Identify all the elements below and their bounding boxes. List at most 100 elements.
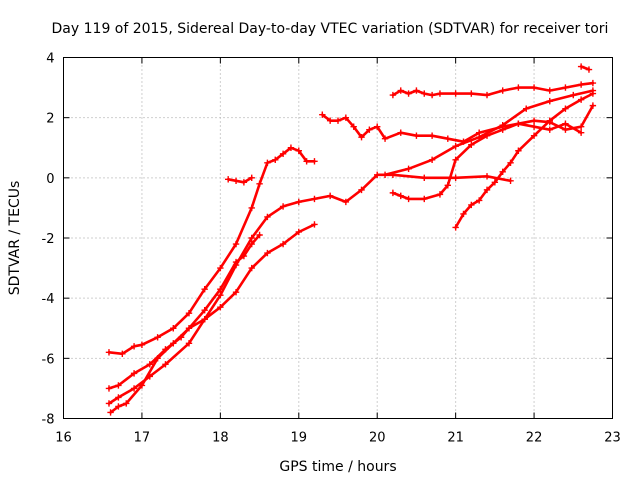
data-point bbox=[366, 126, 373, 133]
data-point bbox=[577, 63, 585, 70]
data-point bbox=[185, 340, 193, 347]
data-point bbox=[154, 355, 161, 362]
data-point bbox=[562, 120, 569, 127]
data-point bbox=[264, 213, 271, 221]
series-line bbox=[107, 173, 512, 405]
data-point bbox=[530, 117, 538, 124]
data-point bbox=[499, 168, 506, 176]
data-point bbox=[105, 400, 113, 407]
data-point bbox=[374, 171, 381, 179]
grid bbox=[63, 57, 613, 419]
data-point bbox=[397, 87, 404, 94]
data-point bbox=[452, 156, 459, 163]
data-point bbox=[162, 361, 169, 368]
data-point bbox=[279, 150, 287, 157]
data-point bbox=[444, 182, 451, 189]
data-point bbox=[507, 177, 514, 185]
data-point bbox=[287, 144, 295, 151]
data-point bbox=[119, 350, 126, 358]
data-point bbox=[217, 291, 224, 299]
data-point bbox=[421, 174, 428, 182]
data-point bbox=[507, 159, 514, 166]
data-point bbox=[585, 66, 593, 73]
data-point bbox=[491, 179, 499, 186]
data-point bbox=[468, 141, 475, 148]
data-point bbox=[397, 129, 404, 136]
data-point bbox=[515, 84, 522, 91]
data-point bbox=[436, 191, 444, 198]
y-tick-label: 2 bbox=[46, 112, 54, 127]
series-line bbox=[109, 223, 316, 414]
data-point bbox=[123, 400, 130, 407]
data-point bbox=[295, 228, 302, 236]
data-point bbox=[248, 174, 255, 182]
data-point bbox=[452, 224, 459, 231]
data-point bbox=[523, 105, 530, 112]
data-point bbox=[326, 117, 334, 124]
data-point bbox=[413, 132, 420, 139]
data-point bbox=[154, 334, 161, 341]
data-point bbox=[232, 240, 240, 248]
data-point bbox=[295, 147, 302, 154]
data-point bbox=[256, 180, 263, 188]
x-tick-label: 21 bbox=[447, 431, 464, 446]
data-point bbox=[303, 158, 310, 165]
data-point bbox=[146, 361, 153, 368]
data-point bbox=[452, 143, 459, 150]
data-point bbox=[515, 147, 522, 154]
data-point bbox=[589, 90, 597, 97]
data-point bbox=[570, 91, 577, 99]
data-point bbox=[421, 90, 428, 97]
data-point bbox=[225, 176, 232, 183]
data-point bbox=[138, 341, 146, 348]
series-track-b bbox=[105, 231, 263, 392]
x-tick-label: 17 bbox=[134, 431, 151, 446]
data-point bbox=[170, 340, 177, 347]
data-point bbox=[248, 204, 255, 212]
y-tick-label: 0 bbox=[46, 172, 54, 187]
data-point bbox=[483, 173, 491, 180]
data-point bbox=[170, 325, 177, 332]
series-track-f bbox=[319, 111, 585, 145]
series-track-c bbox=[105, 171, 514, 407]
series-track-h bbox=[389, 102, 597, 203]
data-point bbox=[530, 123, 538, 130]
series-track-i bbox=[381, 87, 597, 179]
data-point bbox=[452, 90, 459, 97]
axes: 16 17 18 19 20 21 22 23 -8 -6 -4 -2 0 2 4 bbox=[42, 52, 621, 446]
data-point bbox=[577, 96, 585, 103]
x-axis-label: GPS time / hours bbox=[279, 459, 396, 475]
y-tick-label: -4 bbox=[42, 292, 55, 307]
data-point bbox=[232, 177, 240, 185]
data-point bbox=[381, 171, 389, 179]
plot-series bbox=[105, 63, 597, 416]
series-track-g bbox=[389, 79, 597, 99]
data-point bbox=[436, 90, 444, 97]
data-point bbox=[248, 234, 255, 242]
data-point bbox=[468, 201, 475, 209]
data-point bbox=[201, 307, 208, 314]
data-point bbox=[444, 135, 451, 142]
data-point bbox=[428, 91, 436, 99]
data-point bbox=[515, 120, 522, 127]
data-point bbox=[232, 288, 240, 296]
x-tick-label: 19 bbox=[291, 431, 308, 446]
data-point bbox=[405, 90, 412, 97]
data-point bbox=[381, 135, 389, 142]
data-point bbox=[105, 385, 113, 392]
data-point bbox=[589, 102, 597, 109]
data-point bbox=[279, 240, 287, 248]
data-point bbox=[577, 123, 585, 130]
y-axis-label: SDTVAR / TECUs bbox=[7, 181, 23, 296]
data-point bbox=[530, 132, 538, 139]
data-point bbox=[562, 105, 569, 112]
x-tick-label: 16 bbox=[55, 431, 72, 446]
data-point bbox=[138, 382, 146, 389]
data-point bbox=[264, 249, 271, 257]
series-track-a bbox=[105, 144, 318, 358]
data-point bbox=[530, 84, 538, 91]
data-point bbox=[350, 123, 357, 130]
data-point bbox=[405, 165, 412, 173]
data-point bbox=[130, 370, 138, 377]
